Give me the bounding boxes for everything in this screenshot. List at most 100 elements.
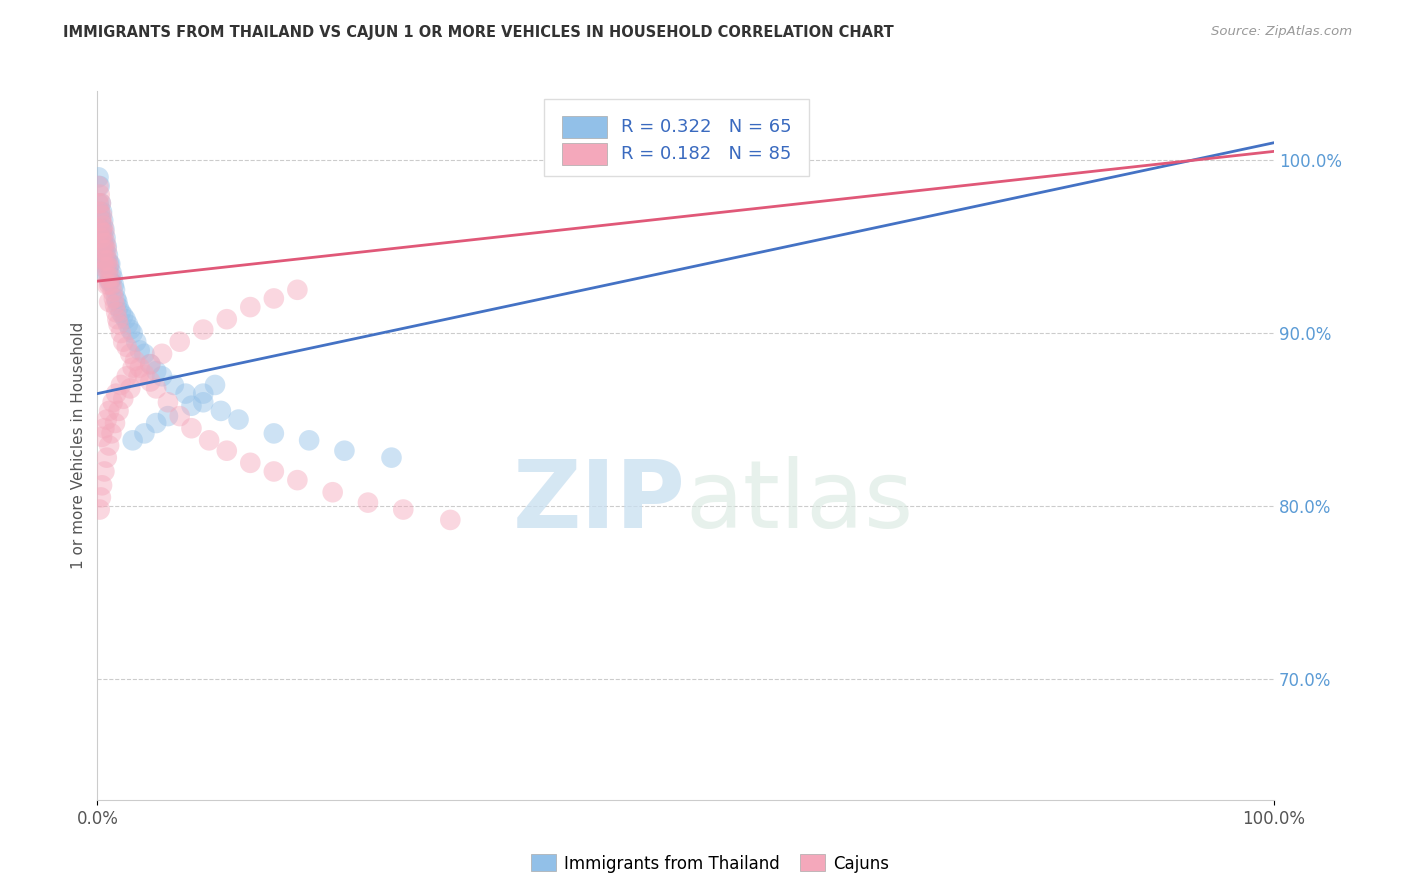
- Point: [93, 222, 115, 236]
- Point: [263, 426, 285, 441]
- Point: [100, 265, 122, 279]
- Point: [107, 318, 129, 332]
- Point: [169, 409, 191, 423]
- Point: [174, 386, 197, 401]
- Point: [98, 257, 121, 271]
- Point: [94, 265, 117, 279]
- Point: [128, 369, 150, 384]
- Point: [94, 253, 117, 268]
- Point: [98, 294, 121, 309]
- Point: [91, 236, 114, 251]
- Point: [107, 300, 129, 314]
- Point: [96, 260, 118, 275]
- Point: [287, 283, 309, 297]
- Point: [96, 257, 118, 271]
- Point: [193, 386, 215, 401]
- Point: [97, 270, 120, 285]
- Point: [87, 170, 110, 185]
- Point: [89, 179, 111, 194]
- Point: [139, 357, 162, 371]
- Point: [180, 399, 202, 413]
- Point: [104, 298, 127, 312]
- Point: [357, 495, 380, 509]
- Point: [98, 270, 121, 285]
- Point: [128, 343, 150, 358]
- Point: [90, 231, 112, 245]
- Text: ZIP: ZIP: [513, 457, 686, 549]
- Text: IMMIGRANTS FROM THAILAND VS CAJUN 1 OR MORE VEHICLES IN HOUSEHOLD CORRELATION CH: IMMIGRANTS FROM THAILAND VS CAJUN 1 OR M…: [63, 25, 894, 40]
- Point: [93, 239, 115, 253]
- Point: [91, 253, 114, 268]
- Point: [215, 312, 238, 326]
- Point: [298, 434, 321, 448]
- Point: [93, 465, 115, 479]
- Point: [90, 196, 112, 211]
- Point: [91, 239, 114, 253]
- Point: [90, 213, 112, 227]
- Point: [239, 456, 262, 470]
- Point: [121, 434, 143, 448]
- FancyBboxPatch shape: [562, 143, 607, 165]
- Point: [139, 375, 162, 389]
- Point: [91, 231, 114, 245]
- Point: [100, 426, 122, 441]
- Point: [91, 219, 114, 233]
- Point: [90, 248, 112, 262]
- Point: [87, 196, 110, 211]
- Point: [169, 334, 191, 349]
- Point: [110, 378, 132, 392]
- Point: [115, 340, 138, 354]
- Point: [91, 208, 114, 222]
- Legend: Immigrants from Thailand, Cajuns: Immigrants from Thailand, Cajuns: [524, 847, 896, 880]
- Point: [128, 360, 150, 375]
- Point: [96, 239, 118, 253]
- Point: [139, 357, 162, 371]
- Point: [156, 395, 179, 409]
- Point: [89, 222, 111, 236]
- Point: [98, 257, 121, 271]
- Point: [87, 179, 110, 194]
- Point: [89, 205, 111, 219]
- Point: [117, 318, 139, 332]
- Point: [98, 438, 121, 452]
- Point: [215, 443, 238, 458]
- Point: [94, 236, 117, 251]
- Point: [97, 253, 120, 268]
- Point: [228, 412, 250, 426]
- Point: [98, 277, 121, 292]
- Point: [145, 381, 167, 395]
- Point: [145, 364, 167, 378]
- Point: [96, 243, 118, 257]
- Point: [90, 196, 112, 211]
- Point: [89, 239, 111, 253]
- Point: [93, 260, 115, 275]
- Point: [103, 292, 125, 306]
- Point: [105, 292, 128, 306]
- Point: [87, 196, 110, 211]
- Point: [96, 450, 118, 465]
- Point: [110, 326, 132, 340]
- Point: [110, 305, 132, 319]
- Point: [89, 502, 111, 516]
- Point: [134, 426, 156, 441]
- Y-axis label: 1 or more Vehicles in Household: 1 or more Vehicles in Household: [72, 322, 86, 569]
- Point: [101, 395, 124, 409]
- Point: [124, 353, 146, 368]
- Point: [91, 478, 114, 492]
- Point: [105, 312, 128, 326]
- Point: [89, 205, 111, 219]
- Point: [89, 222, 111, 236]
- Point: [112, 309, 135, 323]
- Point: [90, 491, 112, 505]
- Text: R = 0.322   N = 65: R = 0.322 N = 65: [621, 118, 792, 136]
- Point: [150, 347, 173, 361]
- Point: [103, 277, 125, 292]
- Text: atlas: atlas: [686, 457, 914, 549]
- Point: [107, 404, 129, 418]
- Point: [120, 322, 142, 336]
- Point: [239, 300, 262, 314]
- Point: [93, 257, 115, 271]
- Point: [98, 404, 121, 418]
- Point: [439, 513, 461, 527]
- Point: [96, 277, 118, 292]
